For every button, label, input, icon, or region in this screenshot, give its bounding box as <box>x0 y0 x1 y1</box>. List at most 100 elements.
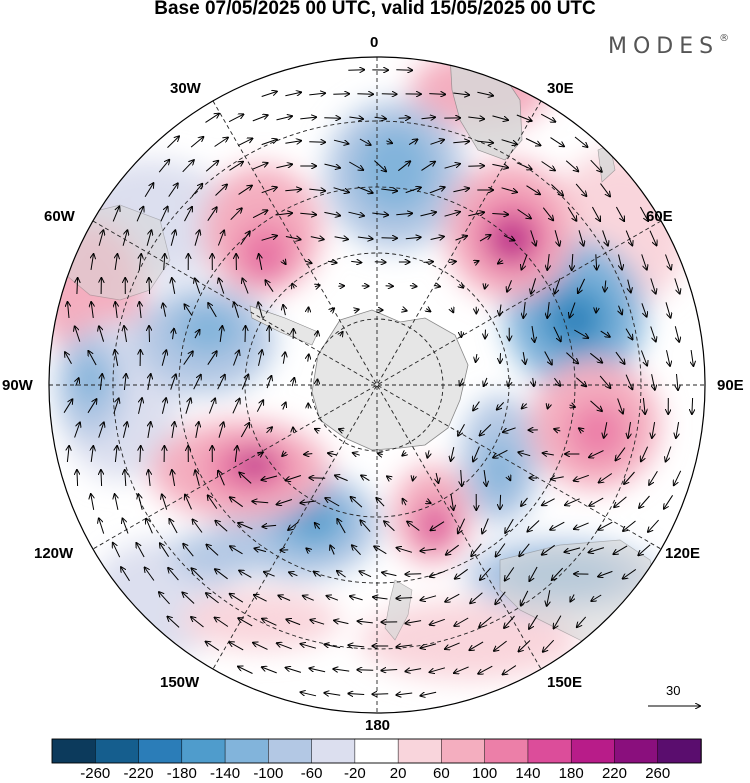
wind-vector <box>146 519 153 534</box>
wind-vector <box>282 452 286 456</box>
wind-vector <box>665 254 672 270</box>
wind-vector <box>283 403 286 410</box>
wind-vector <box>453 93 469 95</box>
wind-vector <box>430 667 446 672</box>
wind-vector <box>182 160 194 173</box>
wind-vector <box>340 332 343 336</box>
wind-vector <box>555 278 561 293</box>
wind-vector <box>507 280 512 291</box>
wind-vector <box>494 640 507 651</box>
wind-vector <box>508 476 510 480</box>
wind-vector <box>161 350 166 366</box>
wind-vector <box>324 212 340 215</box>
wind-vector <box>579 428 584 431</box>
wind-vector <box>324 693 341 695</box>
colorbar-swatch <box>95 738 140 764</box>
wind-vector <box>522 404 527 409</box>
wind-vector <box>259 254 262 270</box>
wind-vector <box>359 138 371 145</box>
wind-vector <box>396 70 412 71</box>
wind-vector <box>91 446 93 462</box>
wind-vector <box>550 137 565 147</box>
wind-vector <box>396 598 413 599</box>
wind-vector <box>504 615 515 628</box>
wind-vector <box>496 543 506 557</box>
wind-vector <box>148 374 151 390</box>
wind-vector <box>170 374 176 390</box>
wind-vector <box>485 283 486 288</box>
wind-vector <box>169 519 178 534</box>
wind-vector <box>168 568 179 581</box>
wind-vector <box>469 641 484 650</box>
wind-vector <box>115 446 117 463</box>
wind-vector <box>482 518 489 534</box>
wind-vector <box>461 469 462 486</box>
wind-vector <box>648 519 659 532</box>
wind-vector <box>285 141 301 144</box>
wind-vector <box>641 446 649 462</box>
colorbar-tick-label: -60 <box>300 765 323 782</box>
colorbar-swatch <box>657 738 702 764</box>
wind-vector <box>219 278 225 294</box>
wind-vector <box>473 401 480 411</box>
wind-vector <box>623 520 636 531</box>
colorbar-swatch <box>570 738 616 764</box>
wind-vector <box>315 523 320 530</box>
wind-vector <box>315 429 320 431</box>
wind-vector <box>229 642 244 651</box>
wind-vector <box>349 161 363 170</box>
wind-vector <box>149 278 150 295</box>
wind-vector <box>542 544 555 554</box>
wind-vector <box>308 354 309 362</box>
wind-vector <box>553 326 561 341</box>
wind-vector <box>453 188 469 191</box>
wind-vector <box>261 92 277 97</box>
wind-vector <box>353 453 360 455</box>
wind-vector <box>77 278 78 295</box>
wind-vector <box>195 470 200 486</box>
meridian-label-120w: 120W <box>34 545 74 562</box>
wind-vector <box>381 189 397 191</box>
wind-vector <box>262 619 277 626</box>
wind-vector <box>448 261 456 262</box>
wind-vector <box>599 473 613 483</box>
wind-vector <box>570 405 575 407</box>
wind-vector <box>542 498 555 506</box>
wind-vector <box>666 446 672 462</box>
wind-vector <box>503 427 516 432</box>
wind-vector <box>547 254 549 270</box>
wind-vector <box>195 278 201 294</box>
wind-vector <box>195 330 200 339</box>
wind-vector <box>505 567 515 580</box>
wind-vector <box>480 567 491 580</box>
wind-vector <box>454 666 469 673</box>
wind-vector <box>396 213 412 214</box>
wind-vector <box>625 374 632 390</box>
wind-vector <box>149 326 150 343</box>
wind-vector <box>327 261 337 263</box>
wind-vector <box>498 260 503 263</box>
wind-vector <box>665 302 671 317</box>
wind-vector <box>91 302 93 318</box>
wind-vector <box>519 640 531 652</box>
wind-vector <box>614 496 627 507</box>
wind-vector <box>519 543 530 556</box>
wind-vector <box>301 692 317 697</box>
antarctica-landmass <box>311 309 469 451</box>
wind-vector <box>288 521 299 530</box>
wind-vector <box>402 452 406 455</box>
wind-vector <box>421 117 436 119</box>
wind-vector <box>101 470 102 487</box>
wind-vector <box>492 115 509 120</box>
wind-vector <box>205 161 218 172</box>
wind-vector <box>286 475 302 481</box>
wind-vector <box>677 373 679 390</box>
wind-vector <box>65 352 72 365</box>
wind-vector <box>252 210 267 219</box>
wind-vector <box>619 254 623 270</box>
wind-vector <box>397 161 410 172</box>
wind-vector <box>122 422 127 438</box>
wind-vector <box>148 470 150 486</box>
wind-vector <box>407 522 420 531</box>
